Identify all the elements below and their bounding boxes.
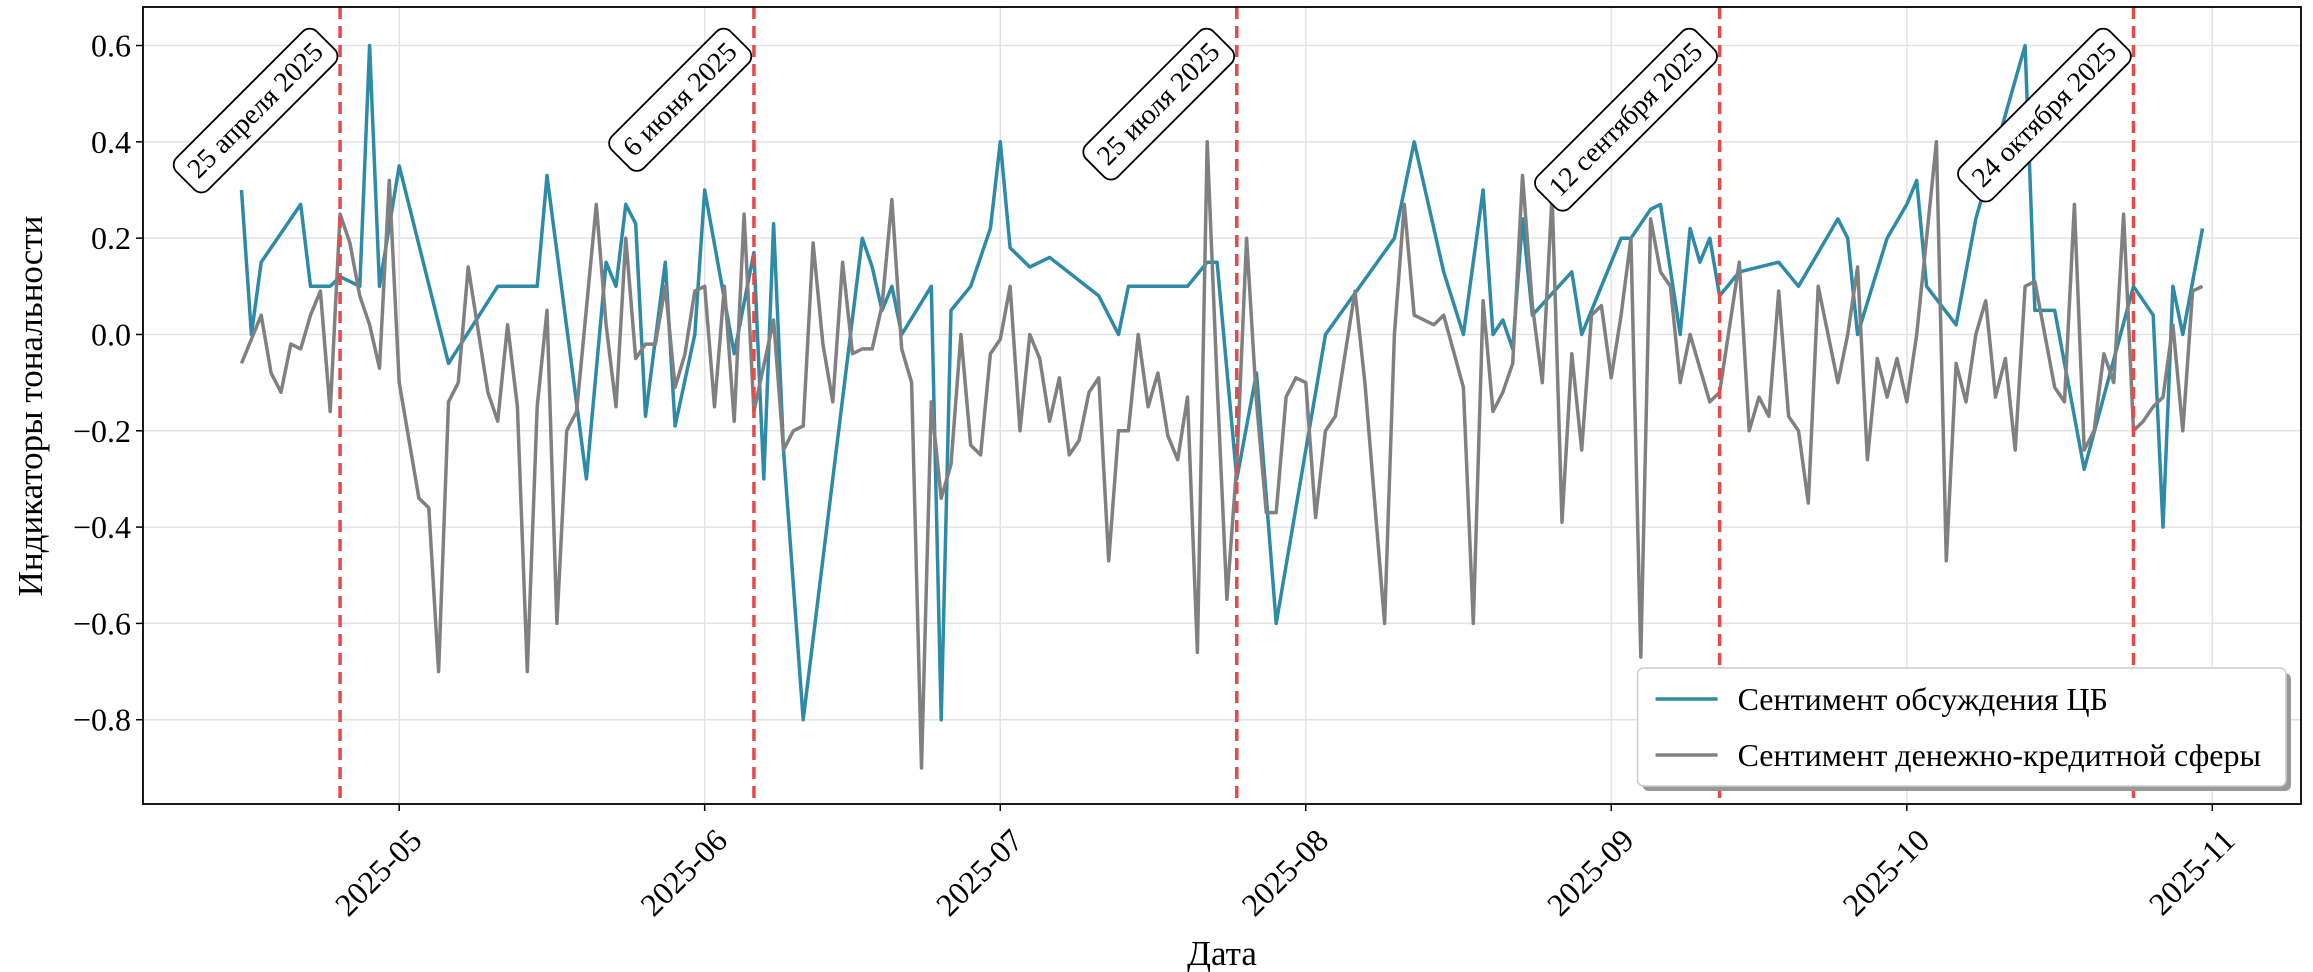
y-tick-label: 0.0 <box>91 316 131 352</box>
y-tick-label: −0.6 <box>73 605 131 641</box>
event-label-box <box>1957 27 2132 203</box>
y-tick-label: −0.2 <box>73 413 131 449</box>
event-label-text: 12 сентября 2025 <box>1543 37 1709 203</box>
event-label-box <box>608 27 753 172</box>
x-tick-label: 2025-07 <box>929 822 1030 923</box>
y-axis-label: Индикаторы тональности <box>11 216 50 597</box>
plot-frame <box>142 6 2302 805</box>
x-tick-label: 2025-10 <box>1835 822 1936 923</box>
y-tick-label: 0.2 <box>91 220 131 256</box>
event-label: 6 июня 2025 <box>608 27 753 172</box>
event-label-box <box>1534 27 1718 212</box>
event-label-box <box>172 27 339 194</box>
event-label-text: 25 апреля 2025 <box>182 37 330 185</box>
event-label: 24 октября 2025 <box>1957 27 2132 203</box>
event-label-text: 24 октября 2025 <box>1966 37 2123 194</box>
legend-label: Сентимент обсуждения ЦБ <box>1738 681 2108 717</box>
y-tick-label: −0.8 <box>73 702 131 738</box>
event-label-box <box>1082 27 1236 181</box>
x-tick-label: 2025-06 <box>633 822 734 923</box>
event-label: 12 сентября 2025 <box>1534 27 1718 212</box>
event-label: 25 июля 2025 <box>1082 27 1236 181</box>
event-label: 25 апреля 2025 <box>172 27 339 194</box>
legend: Сентимент обсуждения ЦБ Сентимент денежно… <box>1636 667 2291 791</box>
x-tick-label: 2025-09 <box>1540 822 1641 923</box>
series-line <box>239 43 2205 722</box>
x-tick-label: 2025-08 <box>1234 822 1335 923</box>
x-tick-label: 2025-05 <box>328 822 429 923</box>
y-tick-label: 0.4 <box>91 124 131 160</box>
x-axis-label: Дата <box>1187 934 1257 972</box>
event-label-text: 6 июня 2025 <box>617 37 743 163</box>
y-tick-label: −0.4 <box>73 509 131 545</box>
y-tick-label: 0.6 <box>91 28 131 64</box>
series-line <box>239 140 2204 770</box>
legend-label: Сентимент денежно-кредитной сферы <box>1738 737 2261 773</box>
x-tick-label: 2025-11 <box>2142 822 2242 922</box>
legend-box <box>1636 667 2287 787</box>
